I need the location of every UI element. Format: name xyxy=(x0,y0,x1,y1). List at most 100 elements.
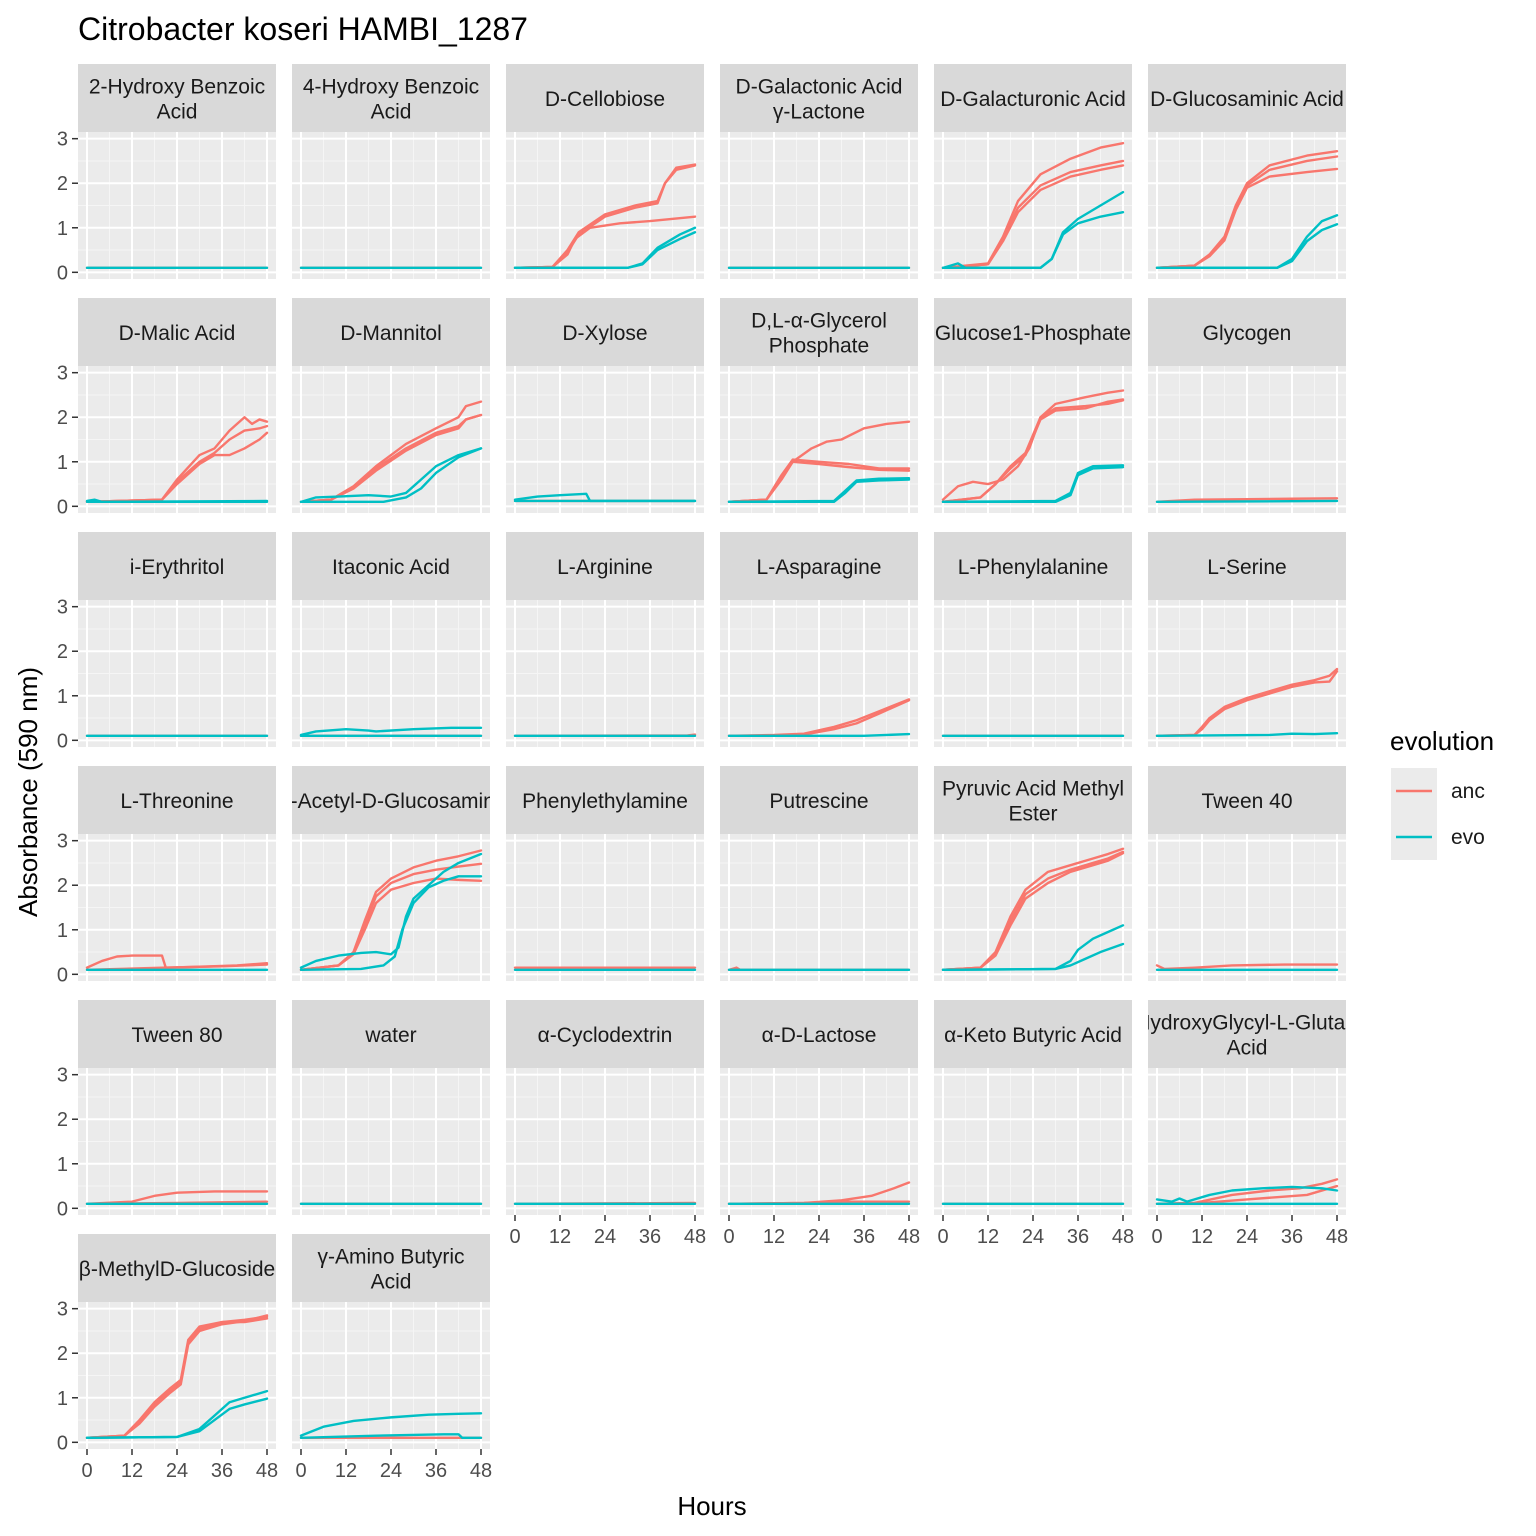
x-tick-label: 12 xyxy=(335,1460,357,1482)
x-tick-label: 12 xyxy=(549,1226,571,1248)
facet-panel: Glycogen xyxy=(1148,298,1346,513)
facet-strip-label: 2-Hydroxy Benzoic xyxy=(89,76,265,99)
facet-strip xyxy=(78,298,276,366)
facet-panel: Glucose1-Phosphate xyxy=(934,298,1132,513)
y-tick-label: 2 xyxy=(57,1343,68,1365)
facet-strip xyxy=(720,64,918,132)
facet-strip-label: L-Serine xyxy=(1207,556,1286,579)
facet-strip-label: Putrescine xyxy=(769,790,868,813)
facet-strip xyxy=(720,1000,918,1068)
facet-strip-label: Tween 40 xyxy=(1201,790,1292,813)
y-tick-label: 0 xyxy=(57,496,68,518)
y-tick-label: 3 xyxy=(57,831,68,853)
facet-panel: Itaconic Acid xyxy=(292,532,490,747)
series-line-evo xyxy=(727,732,911,738)
y-tick-label: 0 xyxy=(57,730,68,752)
facet-panel: L-Asparagine xyxy=(720,532,918,747)
series-line-evo xyxy=(941,210,1125,270)
facet-strip-label: D-Mannitol xyxy=(340,322,442,345)
facet-panel: D-Malic Acid 0 1 2 3 xyxy=(57,298,276,518)
x-axis-label: Hours xyxy=(677,1491,746,1521)
facet-strip-label: α-Keto Butyric Acid xyxy=(944,1024,1122,1047)
facet-strip-label: L-Asparagine xyxy=(757,556,882,579)
facet-strip-label: α-HydroxyGlycyl-L-Glutamic xyxy=(1116,1012,1378,1035)
facet-strip-label: D-Galacturonic Acid xyxy=(940,88,1126,111)
facet-strip-label: D,L-α-Glycerol xyxy=(751,310,887,333)
y-tick-label: 2 xyxy=(57,1109,68,1131)
facet-panel: Tween 40 xyxy=(1148,766,1346,981)
facet-strip-label: Acid xyxy=(371,101,412,124)
y-tick-label: 0 xyxy=(57,1432,68,1454)
series-line-anc xyxy=(1155,670,1339,738)
y-tick-label: 1 xyxy=(57,452,68,474)
x-tick-label: 48 xyxy=(684,1226,706,1248)
facet-strip xyxy=(292,1000,490,1068)
y-tick-label: 3 xyxy=(57,363,68,385)
facet-panel: D-Galacturonic Acid xyxy=(934,64,1132,279)
chart-title: Citrobacter koseri HAMBI_1287 xyxy=(78,11,528,47)
facet-strip-label: D-Cellobiose xyxy=(545,88,665,111)
facet-strip xyxy=(1148,64,1346,132)
facet-strip xyxy=(934,1000,1132,1068)
facet-strip-label: Glucose1-Phosphate xyxy=(935,322,1131,345)
facet-panel: α-D-Lactose 0 12 24 36 48 xyxy=(720,1000,920,1248)
series-line-anc xyxy=(1155,167,1339,270)
x-tick-label: 48 xyxy=(470,1460,492,1482)
facet-strip-label: D-Galactonic Acid xyxy=(736,76,903,99)
facet-panel: L-Threonine 0 1 2 3 xyxy=(57,766,276,986)
facet-strip-label: Ester xyxy=(1008,803,1057,826)
y-tick-label: 2 xyxy=(57,875,68,897)
y-tick-label: 3 xyxy=(57,597,68,619)
legend-label: evo xyxy=(1451,826,1485,849)
facet-strip-label: L-Phenylalanine xyxy=(958,556,1109,579)
y-tick-label: 2 xyxy=(57,407,68,429)
y-tick-label: 2 xyxy=(57,641,68,663)
facet-strip-label: L-Threonine xyxy=(120,790,233,813)
facet-panel: N-Acetyl-D-Glucosamine xyxy=(275,766,506,981)
facet-panel: α-Keto Butyric Acid 0 12 24 36 48 xyxy=(934,1000,1134,1248)
series-line-anc xyxy=(513,163,697,270)
y-tick-label: 0 xyxy=(57,964,68,986)
facet-strip-label: Acid xyxy=(157,101,198,124)
facet-strip-label: Phosphate xyxy=(769,335,869,358)
x-tick-label: 48 xyxy=(898,1226,920,1248)
facet-panel: D-Glucosaminic Acid xyxy=(1148,64,1346,279)
series-line-evo xyxy=(1155,223,1339,270)
facet-strip-label: γ-Lactone xyxy=(773,101,865,124)
x-tick-label: 48 xyxy=(256,1460,278,1482)
x-tick-label: 48 xyxy=(1326,1226,1348,1248)
facet-strip-label: Phenylethylamine xyxy=(522,790,688,813)
facet-panel: Tween 80 0 1 2 3 xyxy=(57,1000,276,1220)
facet-strip-label: α-Cyclodextrin xyxy=(538,1024,673,1047)
facet-strip-label: Acid xyxy=(1227,1037,1268,1060)
x-tick-label: 24 xyxy=(808,1226,830,1248)
facet-panel: L-Phenylalanine xyxy=(934,532,1132,747)
facet-strip xyxy=(720,298,918,366)
x-tick-label: 48 xyxy=(1112,1226,1134,1248)
x-tick-label: 24 xyxy=(166,1460,188,1482)
facet-strip-label: L-Arginine xyxy=(557,556,653,579)
legend-item-evo: evo xyxy=(1391,814,1485,860)
x-tick-label: 12 xyxy=(763,1226,785,1248)
series-line-evo xyxy=(299,875,483,972)
y-tick-label: 2 xyxy=(57,173,68,195)
facet-panel: D-Mannitol xyxy=(292,298,490,513)
facet-strip-label: N-Acetyl-D-Glucosamine xyxy=(275,790,506,813)
series-line-evo xyxy=(1155,1185,1339,1203)
x-tick-label: 24 xyxy=(594,1226,616,1248)
series-line-anc xyxy=(941,851,1125,972)
x-tick-label: 36 xyxy=(425,1460,447,1482)
facet-strip xyxy=(292,532,490,600)
facet-strip-label: i-Erythritol xyxy=(130,556,225,579)
facet-strip xyxy=(506,1000,704,1068)
x-tick-label: 36 xyxy=(853,1226,875,1248)
series-line-evo xyxy=(85,498,269,504)
series-line-evo xyxy=(299,447,483,504)
series-line-anc xyxy=(727,460,911,504)
series-line-anc xyxy=(941,164,1125,270)
